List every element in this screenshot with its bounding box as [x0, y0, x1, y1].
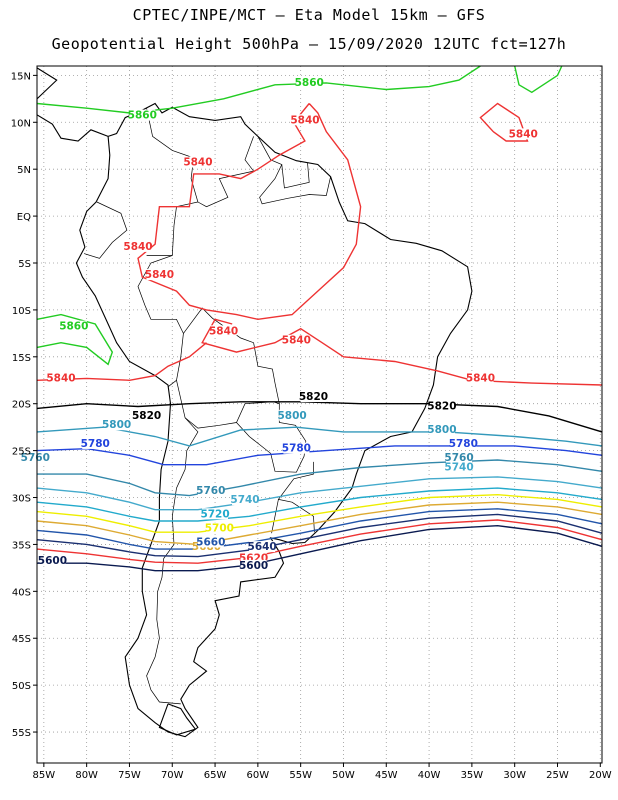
contour-5840 [201, 318, 603, 386]
contour-label: 5600 [239, 560, 268, 572]
contour-label: 5640 [248, 541, 277, 553]
lat-tick-label: EQ [17, 212, 31, 223]
contour-label: 5760 [196, 485, 225, 497]
lon-tick-label: 60W [247, 770, 270, 781]
contour-label: 5840 [145, 269, 174, 281]
contour-label: 5660 [196, 536, 225, 548]
contour-label: 5760 [444, 452, 473, 464]
contour-5800 [36, 426, 603, 447]
contour-label: 5600 [38, 555, 67, 567]
lon-tick-label: 80W [75, 770, 98, 781]
lon-tick-label: 30W [503, 770, 526, 781]
lat-tick-label: 5S [18, 259, 31, 270]
contour-5840 [479, 102, 529, 142]
contour-5620 [36, 519, 603, 564]
contour-label: 5840 [183, 156, 212, 168]
contour-label: 5860 [128, 110, 157, 122]
lat-lon-grid [37, 66, 602, 763]
contour-5760 [37, 459, 603, 497]
lat-tick-label: 5N [17, 165, 31, 176]
contour-label: 5840 [46, 372, 75, 384]
lon-tick-label: 75W [118, 770, 141, 781]
contour-label: 5860 [59, 321, 88, 333]
contour-5600 [37, 524, 603, 572]
contour-label: 5840 [290, 114, 319, 126]
contour-label: 5780 [282, 443, 311, 455]
contour-label-group: 5860 5860 5860 5840 5840 5840 5840 5840 5840 5840… [21, 76, 538, 572]
lon-tick-label: 35W [461, 770, 484, 781]
geopotential-contours [36, 65, 603, 572]
lat-tick-label: 25S [12, 447, 31, 458]
contour-5860 [36, 313, 114, 366]
contour-5840 [137, 103, 362, 321]
contour-5680 [36, 501, 603, 546]
lon-tick-label: 70W [161, 770, 184, 781]
lat-tick-label: 50S [12, 681, 31, 692]
lon-tick-label: 20W [589, 770, 612, 781]
lat-tick-label: 55S [12, 728, 31, 739]
lon-tick-label: 85W [33, 770, 56, 781]
map-title: CPTEC/INPE/MCT – Eta Model 15km – GFS [132, 6, 486, 24]
contour-label: 5740 [230, 494, 259, 506]
lon-tick-label: 50W [332, 770, 355, 781]
latitude-axis: 15N 10N 5N EQ 5S 10S 15S 20S 25S 30S 35S 40S 45S 50S 5… [11, 71, 37, 739]
contour-5740 [36, 476, 603, 511]
lat-tick-label: 20S [12, 400, 31, 411]
lon-tick-label: 25W [546, 770, 569, 781]
contour-5860 [514, 65, 563, 94]
lat-tick-label: 15N [11, 71, 31, 82]
map-subtitle: Geopotential Height 500hPa – 15/09/2020 … [51, 35, 567, 53]
contour-label: 5780 [81, 438, 110, 450]
contour-5700 [36, 493, 603, 533]
contour-label: 5820 [132, 410, 161, 422]
lat-tick-label: 10S [12, 306, 31, 317]
contour-5840 [36, 342, 207, 382]
map-frame [36, 65, 603, 764]
contour-label: 5780 [449, 438, 478, 450]
lon-tick-label: 40W [418, 770, 441, 781]
contour-label: 5740 [444, 461, 473, 473]
contour-label: 5840 [123, 241, 152, 253]
longitude-axis: 85W 80W 75W 70W 65W 60W 55W 50W 45W 40W 35W 30W 25W 2… [33, 763, 612, 781]
lat-tick-label: 45S [12, 634, 31, 645]
lat-tick-label: 30S [12, 494, 31, 505]
contour-5660 [36, 508, 603, 550]
lat-tick-label: 10N [11, 118, 31, 129]
lat-tick-label: 15S [12, 353, 31, 364]
contour-label: 5820 [427, 400, 456, 412]
contour-label: 5760 [21, 452, 50, 464]
contour-label: 5840 [209, 325, 238, 337]
contour-label: 5860 [295, 77, 324, 89]
contour-label: 5840 [282, 335, 311, 347]
contour-label: 5720 [200, 508, 229, 520]
contour-5860 [36, 65, 481, 114]
contour-label: 5700 [205, 522, 234, 534]
contour-label: 5800 [277, 410, 306, 422]
contour-5720 [36, 487, 603, 522]
contour-label: 5800 [102, 419, 131, 431]
lon-tick-label: 65W [204, 770, 227, 781]
contour-label: 5800 [427, 424, 456, 436]
lat-tick-label: 40S [12, 587, 31, 598]
lon-tick-label: 55W [289, 770, 312, 781]
contour-label: 5840 [509, 128, 538, 140]
contour-label: 5820 [299, 391, 328, 403]
lat-tick-label: 35S [12, 540, 31, 551]
contour-label: 5840 [466, 372, 495, 384]
lon-tick-label: 45W [375, 770, 398, 781]
